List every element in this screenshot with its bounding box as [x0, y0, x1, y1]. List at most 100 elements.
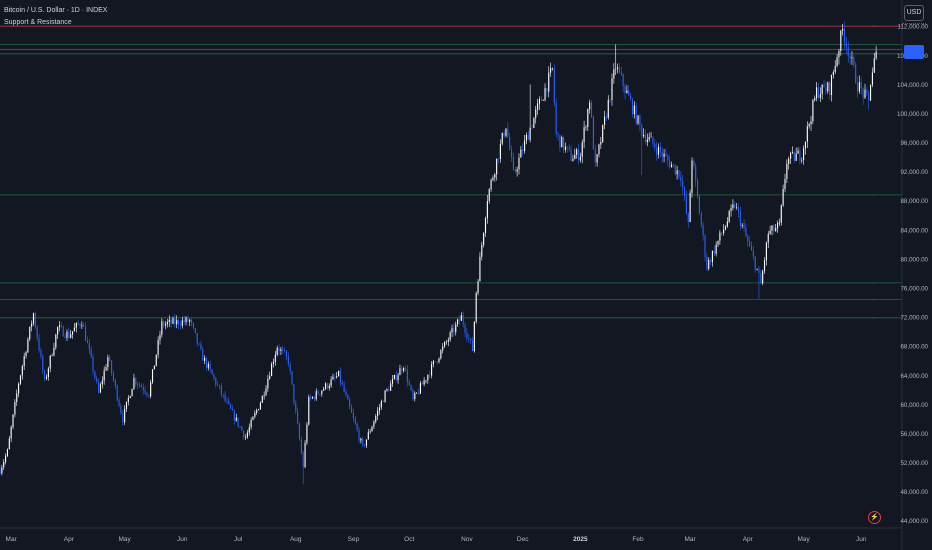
candle-body — [406, 369, 408, 382]
candle-body — [721, 232, 723, 234]
candle-body — [92, 356, 94, 372]
candle-body — [196, 333, 198, 344]
candle-body — [42, 356, 44, 371]
candle-body — [295, 402, 297, 411]
price-tick-label: 72,000.00 — [900, 315, 928, 322]
candle-body — [557, 134, 559, 135]
candle-body — [243, 430, 245, 438]
candle-body — [700, 213, 702, 226]
price-axis[interactable]: 112,000.00108,000.00104,000.00100,000.00… — [897, 0, 929, 550]
candle-body — [710, 260, 712, 263]
candle-body — [47, 368, 49, 377]
candle-body — [150, 382, 152, 397]
candle-body — [155, 354, 157, 366]
candle-body — [98, 381, 100, 393]
candle-body — [806, 126, 808, 142]
candle-body — [127, 398, 129, 402]
candle-body — [265, 388, 267, 396]
candle-body — [823, 84, 825, 88]
candle-body — [514, 169, 516, 172]
candle-body — [191, 319, 193, 324]
level-end-marker — [873, 298, 875, 301]
indicator-label[interactable]: Support & Resistance — [4, 19, 72, 26]
axis-separator — [902, 23, 926, 24]
level-end-marker — [873, 48, 875, 51]
candle-body — [682, 180, 684, 188]
price-tick-label: 88,000.00 — [900, 198, 928, 205]
candle-body — [594, 149, 596, 163]
candle-body — [375, 416, 377, 422]
candle-body — [170, 319, 172, 324]
date-tick-label: May — [118, 536, 131, 543]
price-tick-label: 52,000.00 — [900, 460, 928, 467]
candle-body — [643, 134, 645, 137]
candle-body — [321, 390, 323, 395]
candle-body — [587, 109, 589, 127]
candle-body — [620, 72, 622, 75]
candle-body — [395, 374, 397, 381]
candle-body — [64, 336, 66, 338]
candle-body — [512, 157, 514, 170]
candle-body — [297, 410, 299, 424]
time-axis[interactable]: Mar Apr May Jun Jul Aug Sep Oct Nov Dec 2025 Feb Mar… — [0, 527, 902, 543]
candle-body — [674, 164, 676, 175]
candle-body — [241, 426, 243, 431]
candle-body — [447, 340, 449, 342]
candle-body — [695, 166, 697, 181]
candle-body — [204, 357, 206, 361]
candle-body — [607, 99, 609, 118]
candle-body — [324, 383, 327, 389]
candle-body — [438, 358, 440, 362]
candle-body — [683, 187, 686, 197]
candle-body — [669, 160, 671, 168]
candle-body — [138, 384, 141, 386]
candle-body — [548, 72, 550, 92]
candle-body — [771, 225, 773, 231]
candle-body — [853, 57, 855, 65]
candle-body — [351, 406, 353, 413]
candle-body — [784, 178, 786, 190]
candle-body — [371, 426, 373, 432]
candle-body — [765, 242, 767, 261]
candle-body — [825, 87, 827, 92]
candle-body — [300, 439, 302, 453]
candle-body — [531, 127, 533, 129]
candle-body — [626, 90, 628, 93]
candle-body — [311, 396, 314, 399]
candle-body — [760, 273, 762, 284]
symbol-title[interactable]: Bitcoin / U.S. Dollar · 1D · INDEX — [4, 7, 108, 14]
price-tick-label: 112,000.00 — [897, 24, 928, 31]
candle-body — [114, 380, 116, 386]
candle-body — [354, 418, 356, 425]
candle-body — [326, 383, 328, 389]
candle-body — [455, 324, 457, 333]
date-tick-label: Aug — [290, 536, 302, 543]
candle-body — [111, 360, 113, 374]
candle-body — [129, 396, 131, 399]
candle-body — [183, 320, 185, 323]
candle-body — [685, 196, 687, 214]
currency-button[interactable]: USD — [904, 5, 924, 21]
candle-body — [16, 393, 18, 403]
candle-body — [689, 192, 691, 222]
tradingview-logo-icon[interactable]: ⚡ — [868, 511, 881, 524]
level-end-marker — [873, 25, 875, 27]
candle-body — [284, 350, 286, 352]
candle-body — [773, 225, 775, 232]
candle-body — [830, 75, 833, 95]
candle-body — [336, 376, 338, 378]
candle-body — [21, 365, 23, 376]
candle-body — [501, 132, 503, 144]
candle-body — [780, 205, 782, 223]
candle-body — [613, 69, 615, 79]
candle-body — [137, 383, 139, 385]
candle-body — [261, 395, 263, 403]
chart-legend: Bitcoin / U.S. Dollar · 1D · INDEX Suppo… — [4, 5, 107, 29]
candle-body — [525, 134, 527, 141]
candle-body — [670, 164, 673, 168]
candle-body — [663, 153, 665, 157]
candle-body — [635, 105, 637, 124]
candle-body — [224, 394, 226, 401]
candle-body — [754, 256, 756, 270]
